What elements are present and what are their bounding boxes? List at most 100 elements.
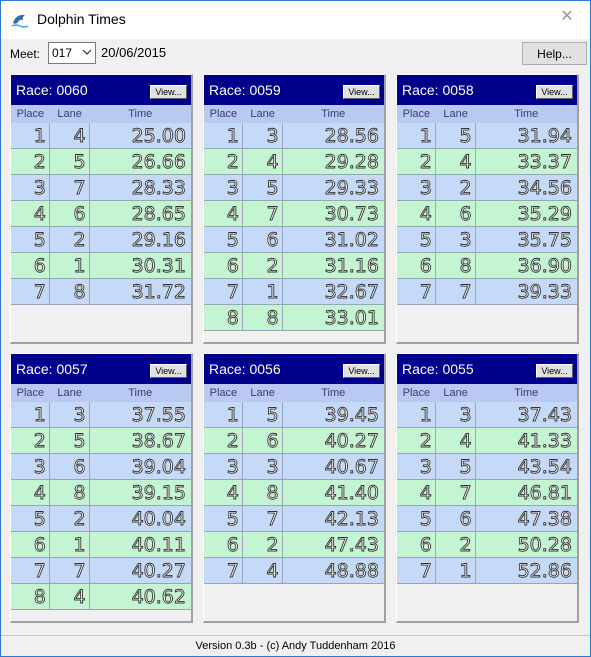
time-cell: 37.55 xyxy=(90,402,191,427)
time-cell: 35.75 xyxy=(476,227,577,252)
place-cell: 2 xyxy=(397,428,436,453)
place-cell: 3 xyxy=(397,175,436,200)
time-cell: 33.37 xyxy=(476,149,577,174)
place-cell: 1 xyxy=(397,402,436,427)
time-cell: 30.31 xyxy=(90,253,191,278)
place-cell: 7 xyxy=(204,558,243,583)
place-column-header: Place xyxy=(11,384,50,402)
time-column-header: Time xyxy=(90,105,191,123)
lane-cell: 4 xyxy=(243,558,283,583)
meet-label: Meet: xyxy=(10,47,40,61)
race-header: Race: 0059 View... xyxy=(204,75,384,105)
column-headers: Place Lane Time xyxy=(11,384,191,402)
place-cell: 8 xyxy=(204,305,243,330)
table-row: 4 7 30.73 xyxy=(204,201,384,227)
meet-select[interactable]: 017 xyxy=(48,42,96,64)
time-cell: 34.56 xyxy=(476,175,577,200)
time-cell: 36.90 xyxy=(476,253,577,278)
place-cell: 1 xyxy=(11,402,50,427)
time-cell: 29.16 xyxy=(90,227,191,252)
race-title: Race: 0060 xyxy=(16,82,88,98)
place-cell: 4 xyxy=(11,480,50,505)
table-row: 6 2 50.28 xyxy=(397,532,577,558)
place-cell: 3 xyxy=(11,454,50,479)
time-cell: 39.15 xyxy=(90,480,191,505)
race-header: Race: 0057 View... xyxy=(11,354,191,384)
time-cell: 31.16 xyxy=(283,253,384,278)
place-cell: 3 xyxy=(11,175,50,200)
table-row: 7 1 32.67 xyxy=(204,279,384,305)
table-row: 2 4 41.33 xyxy=(397,428,577,454)
table-row: 7 4 48.88 xyxy=(204,558,384,584)
lane-cell: 6 xyxy=(243,428,283,453)
view-button[interactable]: View... xyxy=(343,364,380,378)
place-cell: 3 xyxy=(397,454,436,479)
place-cell: 6 xyxy=(204,253,243,278)
time-cell: 42.13 xyxy=(283,506,384,531)
time-cell: 40.04 xyxy=(90,506,191,531)
lane-cell: 5 xyxy=(50,149,90,174)
time-cell: 31.02 xyxy=(283,227,384,252)
column-headers: Place Lane Time xyxy=(204,384,384,402)
time-cell: 41.40 xyxy=(283,480,384,505)
lane-cell: 2 xyxy=(243,253,283,278)
lane-cell: 7 xyxy=(436,480,476,505)
time-cell: 28.56 xyxy=(283,123,384,148)
lane-cell: 5 xyxy=(50,428,90,453)
lane-cell: 3 xyxy=(50,402,90,427)
place-cell: 1 xyxy=(204,123,243,148)
race-header: Race: 0060 View... xyxy=(11,75,191,105)
place-cell: 4 xyxy=(204,480,243,505)
lane-column-header: Lane xyxy=(243,105,283,123)
column-headers: Place Lane Time xyxy=(397,105,577,123)
table-row: 6 2 31.16 xyxy=(204,253,384,279)
lane-cell: 7 xyxy=(436,279,476,304)
place-column-header: Place xyxy=(204,105,243,123)
table-row: 4 6 28.65 xyxy=(11,201,191,227)
race-header: Race: 0056 View... xyxy=(204,354,384,384)
place-column-header: Place xyxy=(11,105,50,123)
time-cell: 40.27 xyxy=(90,558,191,583)
place-column-header: Place xyxy=(204,384,243,402)
view-button[interactable]: View... xyxy=(150,364,187,378)
race-panel: Race: 0058 View... Place Lane Time 1 5 31.94 2 4 3… xyxy=(396,74,579,344)
table-row: 4 8 39.15 xyxy=(11,480,191,506)
time-cell: 48.88 xyxy=(283,558,384,583)
place-cell: 5 xyxy=(397,506,436,531)
close-button[interactable]: ✕ xyxy=(544,1,590,31)
place-column-header: Place xyxy=(397,384,436,402)
place-column-header: Place xyxy=(397,105,436,123)
time-cell: 35.29 xyxy=(476,201,577,226)
table-row: 2 4 29.28 xyxy=(204,149,384,175)
help-button[interactable]: Help... xyxy=(522,42,587,65)
table-row: 1 5 31.94 xyxy=(397,123,577,149)
lane-cell: 6 xyxy=(50,201,90,226)
lane-cell: 7 xyxy=(50,175,90,200)
table-row: 1 4 25.00 xyxy=(11,123,191,149)
view-button[interactable]: View... xyxy=(343,85,380,99)
place-cell: 8 xyxy=(11,584,50,609)
lane-cell: 8 xyxy=(243,305,283,330)
lane-column-header: Lane xyxy=(436,384,476,402)
place-cell: 2 xyxy=(204,428,243,453)
time-cell: 29.28 xyxy=(283,149,384,174)
title-bar: Dolphin Times ✕ xyxy=(1,1,590,39)
view-button[interactable]: View... xyxy=(536,364,573,378)
time-cell: 33.01 xyxy=(283,305,384,330)
table-row: 1 3 28.56 xyxy=(204,123,384,149)
table-row: 1 5 39.45 xyxy=(204,402,384,428)
time-cell: 40.27 xyxy=(283,428,384,453)
view-button[interactable]: View... xyxy=(536,85,573,99)
table-row: 3 6 39.04 xyxy=(11,454,191,480)
place-cell: 5 xyxy=(11,506,50,531)
place-cell: 6 xyxy=(397,532,436,557)
view-button[interactable]: View... xyxy=(150,85,187,99)
place-cell: 5 xyxy=(204,506,243,531)
table-row: 8 8 33.01 xyxy=(204,305,384,331)
lane-cell: 3 xyxy=(243,123,283,148)
time-cell: 28.33 xyxy=(90,175,191,200)
table-row: 5 7 42.13 xyxy=(204,506,384,532)
lane-cell: 5 xyxy=(436,454,476,479)
table-row: 5 2 29.16 xyxy=(11,227,191,253)
time-cell: 40.11 xyxy=(90,532,191,557)
